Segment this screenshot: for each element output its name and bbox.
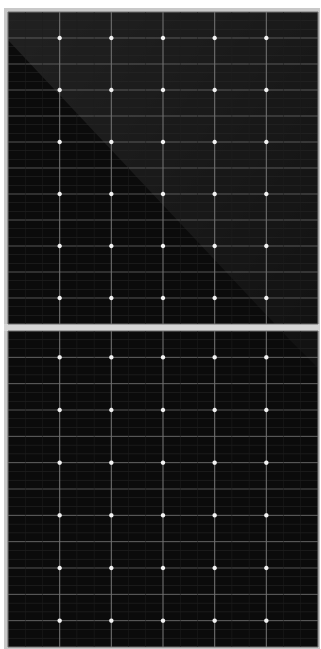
bottom-junction-dot (109, 355, 114, 360)
top-junction-dot (212, 139, 217, 145)
top-junction-dot (212, 191, 217, 197)
bottom-junction-dot (160, 513, 166, 518)
bottom-junction-dot (109, 460, 114, 465)
bottom-junction-dot (160, 565, 166, 571)
bottom-junction-dot (160, 407, 166, 413)
top-junction-dot (57, 243, 62, 249)
top-junction-dot (160, 191, 166, 197)
top-junction-dot (57, 295, 62, 301)
bottom-junction-dot (264, 513, 269, 518)
top-junction-dot (57, 191, 62, 197)
bottom-junction-dot (264, 355, 269, 360)
bottom-junction-dot (109, 513, 114, 518)
bottom-junction-dot (264, 407, 269, 413)
top-junction-dot (212, 295, 217, 301)
bottom-junction-dot (160, 460, 166, 465)
top-junction-dot (57, 87, 62, 93)
top-junction-dot (109, 139, 114, 145)
top-junction-dot (264, 139, 269, 145)
bottom-junction-dot (160, 355, 166, 360)
bottom-junction-dot (212, 460, 217, 465)
bottom-junction-dot (212, 565, 217, 571)
top-junction-dot (212, 35, 217, 41)
top-junction-dot (160, 295, 166, 301)
top-junction-dot (109, 243, 114, 249)
top-junction-dot (264, 295, 269, 301)
top-junction-dot (264, 35, 269, 41)
top-junction-dot (212, 87, 217, 93)
bottom-junction-dot (160, 618, 166, 623)
top-junction-dot (264, 243, 269, 249)
bottom-junction-dot (212, 407, 217, 413)
top-junction-dot (160, 139, 166, 145)
bottom-junction-dot (212, 513, 217, 518)
bottom-junction-dot (264, 618, 269, 623)
bottom-junction-dot (212, 618, 217, 623)
bottom-junction-dot (57, 565, 62, 571)
center-divider (4, 324, 320, 331)
top-junction-dot (57, 139, 62, 145)
top-junction-dot (109, 191, 114, 197)
top-junction-dot (264, 87, 269, 93)
top-junction-dot (160, 35, 166, 41)
top-junction-dot (160, 87, 166, 93)
bottom-junction-dot (57, 618, 62, 623)
bottom-junction-dot (57, 407, 62, 413)
top-junction-dot (264, 191, 269, 197)
bottom-junction-dot (109, 565, 114, 571)
bottom-junction-dot (212, 355, 217, 360)
top-junction-dot (212, 243, 217, 249)
top-junction-dot (57, 35, 62, 41)
bottom-junction-dot (57, 355, 62, 360)
top-junction-dot (109, 87, 114, 93)
bottom-junction-dot (57, 460, 62, 465)
bottom-junction-dot (109, 407, 114, 413)
top-junction-dot (160, 243, 166, 249)
top-junction-dot (109, 295, 114, 301)
bottom-junction-dot (264, 565, 269, 571)
bottom-junction-dot (109, 618, 114, 623)
bottom-junction-dot (264, 460, 269, 465)
bottom-junction-dot (57, 513, 62, 518)
top-junction-dot (109, 35, 114, 41)
